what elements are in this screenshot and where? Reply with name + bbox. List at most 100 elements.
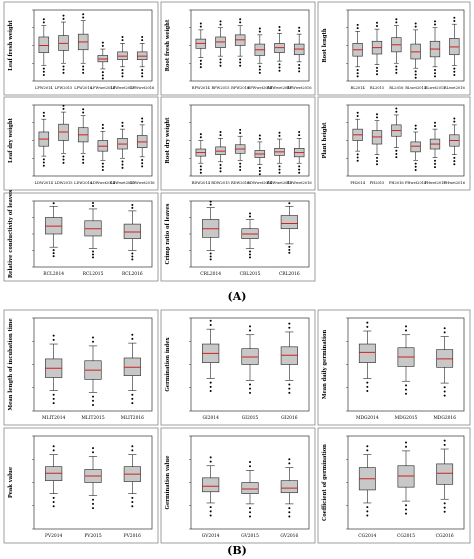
outlier-point	[453, 73, 456, 76]
y-axis-label: Root dry weight	[165, 117, 171, 164]
outlier-point	[434, 121, 436, 124]
outlier-point	[443, 331, 446, 334]
outlier-point	[298, 70, 301, 73]
outlier-point	[288, 515, 291, 518]
outlier-point	[209, 385, 212, 388]
outlier-point	[366, 321, 369, 324]
y-axis-label: Mean length of incubation time	[8, 318, 14, 411]
outlier-point	[239, 21, 242, 24]
x-tick-label: CG2014	[358, 534, 376, 539]
outlier-point	[258, 68, 261, 71]
outlier-point	[92, 507, 94, 510]
outlier-point	[453, 160, 456, 163]
outlier-point	[199, 66, 202, 69]
panel-label-b: (B)	[227, 544, 247, 557]
outlier-point	[199, 22, 202, 25]
outlier-point	[42, 161, 45, 164]
outlier-point	[131, 337, 134, 340]
outlier-point	[405, 384, 407, 387]
outlier-point	[356, 115, 359, 118]
outlier-point	[121, 163, 124, 166]
outlier-point	[434, 162, 436, 165]
y-axis-label: Peak value	[8, 466, 14, 498]
outlier-point	[219, 170, 222, 173]
x-tick-label: PH2014	[350, 181, 365, 185]
outlier-point	[443, 386, 446, 389]
outlier-point	[219, 61, 222, 64]
outlier-point	[298, 130, 301, 133]
y-axis-label: Root fresh weight	[165, 19, 171, 71]
outlier-point	[366, 510, 369, 513]
outlier-point	[356, 68, 359, 71]
outlier-point	[141, 117, 144, 120]
outlier-point	[92, 201, 94, 204]
outlier-point	[366, 514, 369, 517]
outlier-point	[199, 25, 202, 28]
outlier-point	[62, 65, 65, 68]
outlier-point	[121, 160, 124, 163]
outlier-point	[395, 18, 398, 21]
outlier-point	[258, 134, 261, 137]
outlier-point	[443, 510, 446, 513]
x-tick-label: LDWwet2015	[110, 181, 135, 185]
outlier-point	[278, 131, 281, 134]
y-axis-label: Mean daily germination	[322, 329, 328, 399]
outlier-point	[141, 75, 144, 78]
outlier-point	[131, 252, 134, 255]
outlier-point	[199, 136, 202, 139]
outlier-point	[288, 245, 291, 248]
outlier-point	[288, 458, 291, 461]
outlier-point	[395, 156, 398, 159]
x-tick-label: LFWwet2015	[110, 86, 135, 90]
outlier-point	[62, 14, 65, 17]
outlier-point	[239, 168, 242, 171]
outlier-point	[62, 104, 65, 107]
outlier-point	[209, 390, 212, 393]
outlier-point	[219, 134, 222, 137]
box-iqr	[38, 36, 50, 53]
outlier-point	[249, 465, 251, 468]
outlier-point	[62, 68, 65, 71]
outlier-point	[443, 390, 446, 393]
outlier-point	[288, 326, 291, 329]
x-tick-label: MDG2016	[433, 416, 456, 421]
outlier-point	[376, 73, 378, 76]
outlier-point	[101, 165, 104, 168]
chart-frame	[3, 427, 159, 544]
outlier-point	[443, 394, 446, 397]
outlier-point	[298, 67, 301, 70]
outlier-point	[258, 71, 261, 74]
outlier-point	[278, 134, 281, 137]
x-tick-label: RL2014	[351, 86, 366, 90]
outlier-point	[92, 399, 94, 402]
x-tick-label: PHwet2014	[405, 181, 427, 185]
x-tick-label: PV2014	[45, 534, 63, 539]
x-tick-label: RFW2016	[231, 86, 250, 90]
outlier-point	[131, 397, 134, 400]
outlier-point	[405, 441, 407, 444]
outlier-point	[199, 171, 202, 174]
outlier-point	[92, 340, 94, 343]
outlier-point	[453, 163, 456, 166]
y-axis-label: Germination value	[165, 455, 171, 510]
outlier-point	[249, 212, 251, 215]
outlier-point	[141, 35, 144, 38]
outlier-point	[395, 21, 398, 24]
x-tick-label: RLwet2014	[405, 86, 427, 90]
outlier-point	[209, 456, 212, 459]
outlier-point	[395, 107, 398, 110]
x-tick-label: RLwet2016	[444, 86, 466, 90]
outlier-point	[82, 161, 85, 164]
outlier-point	[209, 203, 212, 206]
outlier-point	[131, 496, 134, 499]
chart-frame	[160, 309, 316, 426]
y-axis-label: Coefficient of germination	[322, 444, 328, 521]
y-axis-label: Leaf dry weight	[8, 117, 14, 163]
outlier-point	[288, 383, 291, 386]
outlier-point	[131, 206, 134, 209]
outlier-point	[92, 451, 94, 454]
outlier-point	[278, 66, 281, 69]
